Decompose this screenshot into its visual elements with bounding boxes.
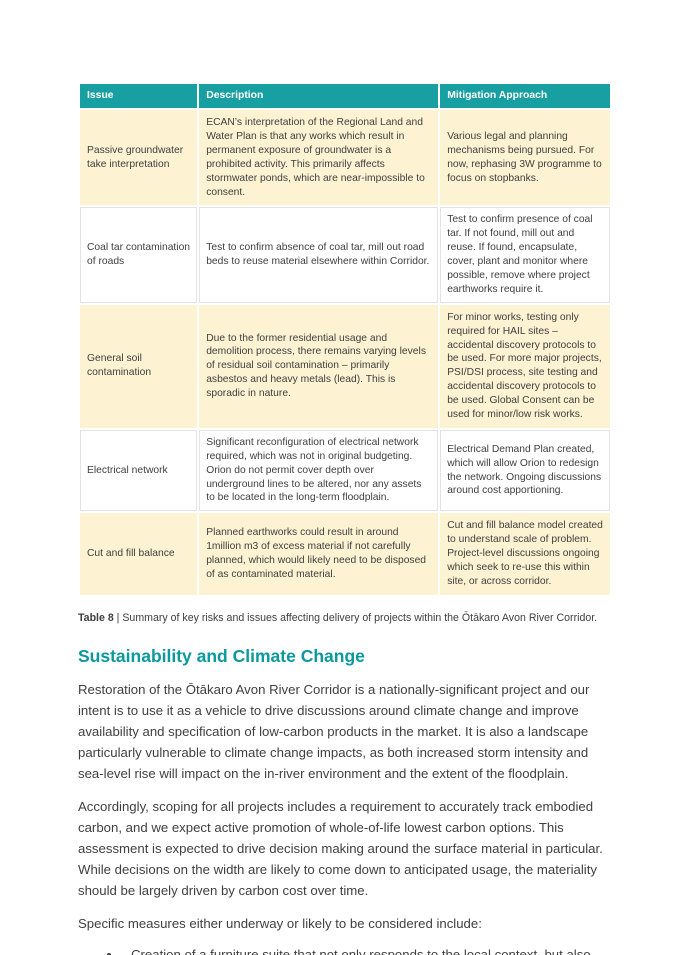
header-row: Issue Description Mitigation Approach [80, 84, 610, 109]
cell-description: Due to the former residential usage and … [199, 304, 439, 428]
list-item: Creation of a furniture suite that not o… [122, 944, 601, 955]
col-header-issue: Issue [80, 84, 198, 109]
cell-mitigation: For minor works, testing only required f… [440, 304, 610, 428]
risks-table-body: Passive groundwater take interpretation … [80, 110, 610, 595]
table-row: Passive groundwater take interpretation … [80, 110, 610, 206]
table-caption-text: | Summary of key risks and issues affect… [113, 611, 598, 624]
cell-issue: Coal tar contamination of roads [80, 207, 198, 303]
table-caption: Table 8 | Summary of key risks and issue… [78, 611, 612, 626]
section-heading: Sustainability and Climate Change [78, 645, 365, 666]
table-row: General soil contamination Due to the fo… [80, 304, 610, 428]
risks-table-header: Issue Description Mitigation Approach [80, 84, 610, 109]
cell-mitigation: Various legal and planning mechanisms be… [440, 110, 610, 206]
table-caption-label: Table 8 [78, 611, 114, 624]
paragraph: Specific measures either underway or lik… [78, 915, 482, 931]
measures-list: Creation of a furniture suite that not o… [78, 944, 591, 955]
cell-description: Planned earthworks could result in aroun… [199, 513, 439, 595]
table-row: Cut and fill balance Planned earthworks … [80, 513, 610, 595]
col-header-mitigation: Mitigation Approach [440, 84, 610, 109]
cell-mitigation: Electrical Demand Plan created, which wi… [440, 429, 610, 512]
cell-description: ECAN’s interpretation of the Regional La… [199, 110, 439, 206]
cell-issue: General soil contamination [80, 304, 198, 428]
col-header-description: Description [199, 84, 439, 109]
cell-issue: Passive groundwater take interpretation [80, 110, 198, 206]
cell-issue: Cut and fill balance [80, 513, 198, 595]
cell-mitigation: Cut and fill balance model created to un… [440, 513, 610, 595]
cell-mitigation: Test to confirm presence of coal tar. If… [440, 207, 610, 303]
paragraph: Accordingly, scoping for all projects in… [78, 798, 603, 898]
cell-description: Test to confirm absence of coal tar, mil… [199, 207, 439, 303]
table-row: Coal tar contamination of roads Test to … [80, 207, 610, 303]
cell-issue: Electrical network [80, 429, 198, 512]
paragraph: Restoration of the Ōtākaro Avon River Co… [78, 681, 590, 781]
risks-table: Issue Description Mitigation Approach Pa… [78, 82, 612, 597]
cell-description: Significant reconfiguration of electrica… [199, 429, 439, 512]
table-row: Electrical network Significant reconfigu… [80, 429, 610, 512]
